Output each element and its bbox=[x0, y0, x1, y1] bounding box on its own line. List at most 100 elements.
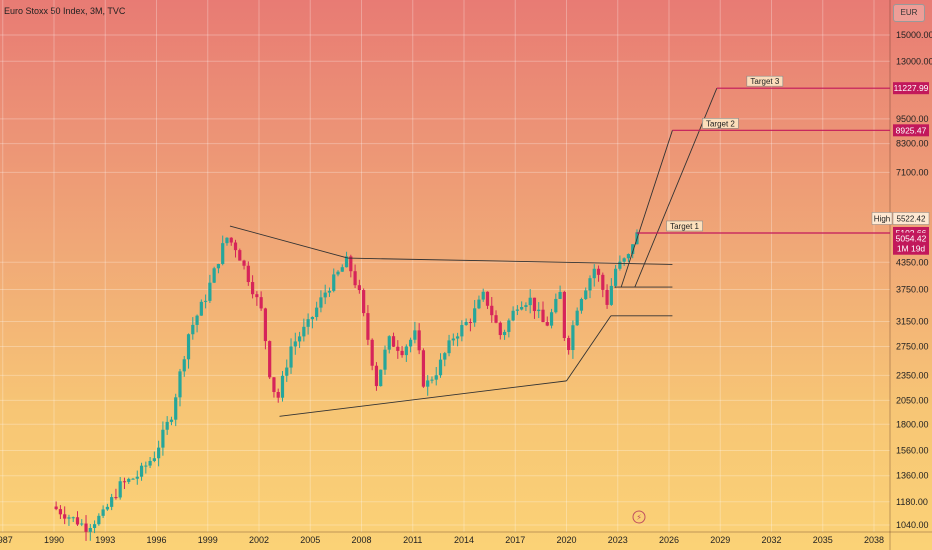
trend-line[interactable] bbox=[279, 380, 567, 417]
x-tick-label: 1993 bbox=[95, 535, 115, 545]
current-price-text: 5054.42 bbox=[896, 234, 927, 244]
candle-body bbox=[229, 237, 233, 243]
candle-body bbox=[353, 271, 357, 286]
candle-body bbox=[144, 465, 148, 467]
y-tick-label: 3750.00 bbox=[896, 285, 929, 295]
y-tick-label: 2350.00 bbox=[896, 370, 929, 380]
candle-body bbox=[225, 237, 229, 244]
candle-body bbox=[515, 309, 519, 311]
candle-body bbox=[97, 515, 101, 525]
x-tick-label: 2023 bbox=[608, 535, 628, 545]
candle-body bbox=[204, 300, 208, 302]
candle-body bbox=[524, 305, 528, 307]
candle-body bbox=[285, 367, 289, 376]
candle-body bbox=[58, 509, 63, 515]
candle-body bbox=[92, 524, 97, 528]
candle-body bbox=[250, 282, 255, 295]
y-tick-label: 8300.00 bbox=[896, 139, 929, 149]
candle-body bbox=[118, 481, 122, 498]
candle-body bbox=[477, 299, 481, 309]
candle-body bbox=[110, 497, 114, 507]
candle-body bbox=[255, 294, 259, 298]
x-tick-label: 1990 bbox=[44, 535, 64, 545]
candle-body bbox=[481, 291, 485, 300]
candle-body bbox=[242, 260, 246, 266]
candle-body bbox=[157, 447, 161, 459]
trend-line[interactable] bbox=[620, 130, 673, 288]
candle-body bbox=[216, 263, 221, 269]
target-price-tag-text: 8925.47 bbox=[896, 125, 927, 135]
candle-body bbox=[152, 458, 156, 461]
candle-body bbox=[323, 292, 327, 298]
currency-button[interactable]: EUR bbox=[893, 4, 925, 22]
candle-body bbox=[464, 321, 468, 326]
y-tick-label: 3150.00 bbox=[896, 317, 929, 327]
target-label: Target 2 bbox=[706, 119, 735, 128]
candle-body bbox=[199, 301, 203, 316]
target-price-tag bbox=[893, 124, 929, 137]
candle-body bbox=[80, 523, 84, 525]
x-tick-label: 1996 bbox=[146, 535, 166, 545]
candle-body bbox=[336, 271, 340, 275]
target-label-box bbox=[746, 75, 784, 87]
x-tick-label: 2011 bbox=[403, 535, 422, 545]
candle-body bbox=[614, 268, 618, 286]
high-price-tag bbox=[892, 212, 930, 225]
candle-body bbox=[455, 336, 460, 339]
candle-body bbox=[588, 278, 592, 291]
candle-body bbox=[370, 339, 374, 366]
target-label-box bbox=[702, 118, 739, 129]
x-tick-label: 2020 bbox=[556, 535, 576, 545]
candle-body bbox=[618, 261, 622, 269]
candle-body bbox=[165, 421, 169, 430]
candle-body bbox=[67, 517, 71, 519]
candle-body bbox=[554, 298, 558, 313]
candle-body bbox=[409, 339, 413, 347]
candle-body bbox=[148, 460, 152, 466]
candle-body bbox=[520, 306, 524, 310]
candle-body bbox=[306, 319, 310, 327]
candle-body bbox=[344, 256, 349, 268]
candle-body bbox=[362, 290, 366, 314]
candle-body bbox=[434, 375, 438, 380]
candle-body bbox=[383, 349, 387, 370]
y-tick-label: 1360.00 bbox=[896, 471, 929, 481]
candle-body bbox=[276, 392, 280, 398]
candle-body bbox=[315, 307, 319, 318]
y-tick-label: 7100.00 bbox=[896, 167, 929, 177]
candle-body bbox=[507, 320, 511, 332]
candle-body bbox=[319, 297, 323, 308]
candle-body bbox=[84, 523, 88, 532]
target-price-tag-text: 11227.99 bbox=[894, 83, 929, 93]
candle-body bbox=[233, 242, 238, 251]
candle-body bbox=[451, 338, 455, 341]
candle-body bbox=[601, 274, 605, 290]
candle-body bbox=[498, 322, 502, 336]
lightning-icon[interactable] bbox=[632, 510, 646, 524]
y-tick-label: 15000.00 bbox=[896, 30, 932, 40]
candle-body bbox=[426, 380, 430, 387]
candle-body bbox=[139, 465, 144, 477]
candle-body bbox=[340, 267, 344, 272]
lightning-icon-glyph: ⚡ bbox=[636, 513, 642, 522]
x-tick-label: 2005 bbox=[300, 535, 320, 545]
candle-body bbox=[101, 509, 105, 516]
candle-body bbox=[584, 290, 588, 300]
candle-body bbox=[131, 478, 135, 480]
candle-body bbox=[438, 359, 443, 376]
candle-body bbox=[490, 305, 494, 316]
candle-body bbox=[549, 312, 554, 326]
candle-body bbox=[169, 419, 174, 422]
trend-line[interactable] bbox=[566, 315, 612, 382]
trend-line[interactable] bbox=[229, 225, 348, 259]
x-tick-label: 1999 bbox=[198, 535, 218, 545]
candle-body bbox=[379, 369, 383, 387]
candle-body bbox=[114, 497, 118, 499]
y-tick-label: 1800.00 bbox=[896, 419, 929, 429]
trend-line[interactable] bbox=[347, 257, 673, 265]
candle-body bbox=[293, 341, 297, 347]
candle-body bbox=[579, 299, 584, 311]
high-price-value: 5522.42 bbox=[897, 214, 926, 223]
candle-body bbox=[63, 514, 67, 519]
